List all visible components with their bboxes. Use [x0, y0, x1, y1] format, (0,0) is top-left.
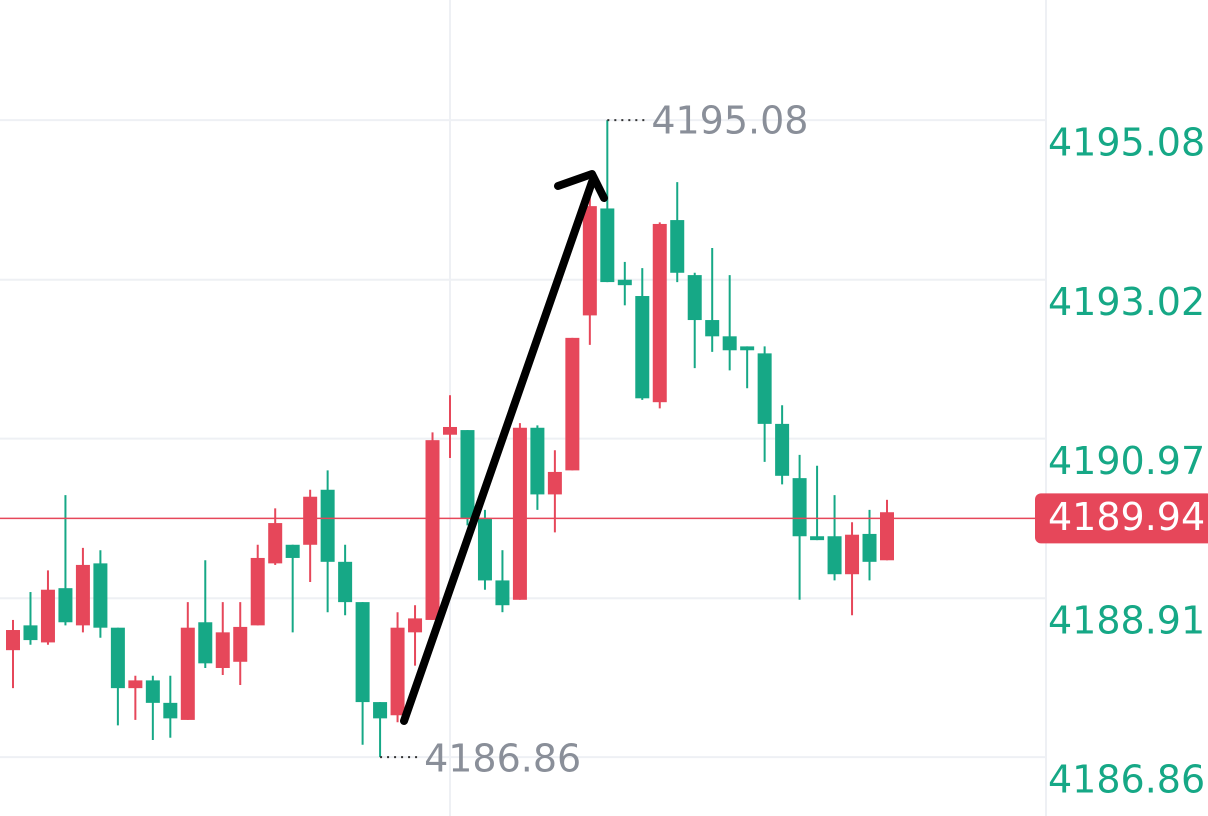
candle-body	[23, 625, 38, 641]
candle-body	[547, 471, 562, 495]
last-price-badge	[1035, 493, 1208, 544]
candle-body	[355, 602, 370, 703]
candle-body	[373, 702, 388, 719]
candle-body	[215, 632, 230, 668]
candle-body	[408, 618, 423, 633]
candle-body	[285, 544, 300, 558]
y-tick-label: 4188.91	[1048, 599, 1205, 643]
candle-body	[425, 440, 440, 620]
candle-body	[110, 627, 125, 689]
candle-body	[163, 702, 178, 719]
candle-body	[233, 626, 248, 662]
candle-body	[303, 496, 318, 545]
candle-body	[635, 296, 650, 399]
candle-body	[687, 275, 702, 321]
y-tick-label: 4186.86	[1048, 758, 1205, 802]
candle-body	[810, 536, 825, 541]
candle-body	[443, 426, 457, 435]
candle-body	[495, 580, 510, 606]
last-price-label: 4189.94	[1048, 495, 1205, 539]
candle-body	[775, 423, 790, 476]
candle-body	[845, 534, 860, 575]
y-tick-label: 4193.02	[1048, 280, 1205, 324]
candle-body	[565, 337, 580, 471]
arrow-shaft	[400, 178, 596, 725]
candle-body	[477, 518, 492, 581]
candle-body	[268, 523, 283, 564]
trend-arrow	[400, 170, 608, 725]
candle-body	[390, 627, 405, 716]
candle-body	[338, 561, 353, 603]
candle-body	[862, 533, 877, 562]
candle-body	[617, 279, 632, 286]
candle-body	[75, 564, 90, 626]
candle-body	[740, 346, 755, 351]
arrow-head	[554, 170, 608, 202]
low-marker-label: 4186.86	[424, 737, 581, 781]
candle-body	[705, 320, 720, 337]
candle-body	[670, 220, 685, 273]
candle-body	[530, 427, 545, 495]
candle-body	[757, 353, 772, 424]
candle-body	[827, 536, 842, 575]
candle-body	[93, 563, 108, 628]
candle-body	[198, 622, 213, 664]
candle-body	[880, 512, 894, 561]
candle-body	[722, 336, 737, 351]
y-tick-label: 4195.08	[1048, 121, 1205, 165]
candles	[6, 120, 894, 758]
candle-body	[180, 627, 195, 720]
candle-body	[6, 630, 20, 651]
candle-body	[512, 427, 527, 600]
candle-body	[460, 430, 475, 519]
candle-body	[652, 223, 667, 403]
candle-body	[40, 589, 55, 643]
candle-body	[250, 557, 265, 626]
candle-body	[58, 588, 73, 623]
candle-body	[128, 680, 143, 689]
high-marker-label: 4195.08	[651, 99, 808, 143]
candle-body	[320, 489, 335, 562]
overlay: 4189.94 4195.08 4186.86	[0, 99, 1208, 781]
candle-body	[792, 478, 807, 537]
candle-body	[145, 680, 160, 703]
candle-body	[600, 208, 615, 283]
candle-body	[582, 206, 597, 316]
y-tick-label: 4190.97	[1048, 439, 1205, 483]
